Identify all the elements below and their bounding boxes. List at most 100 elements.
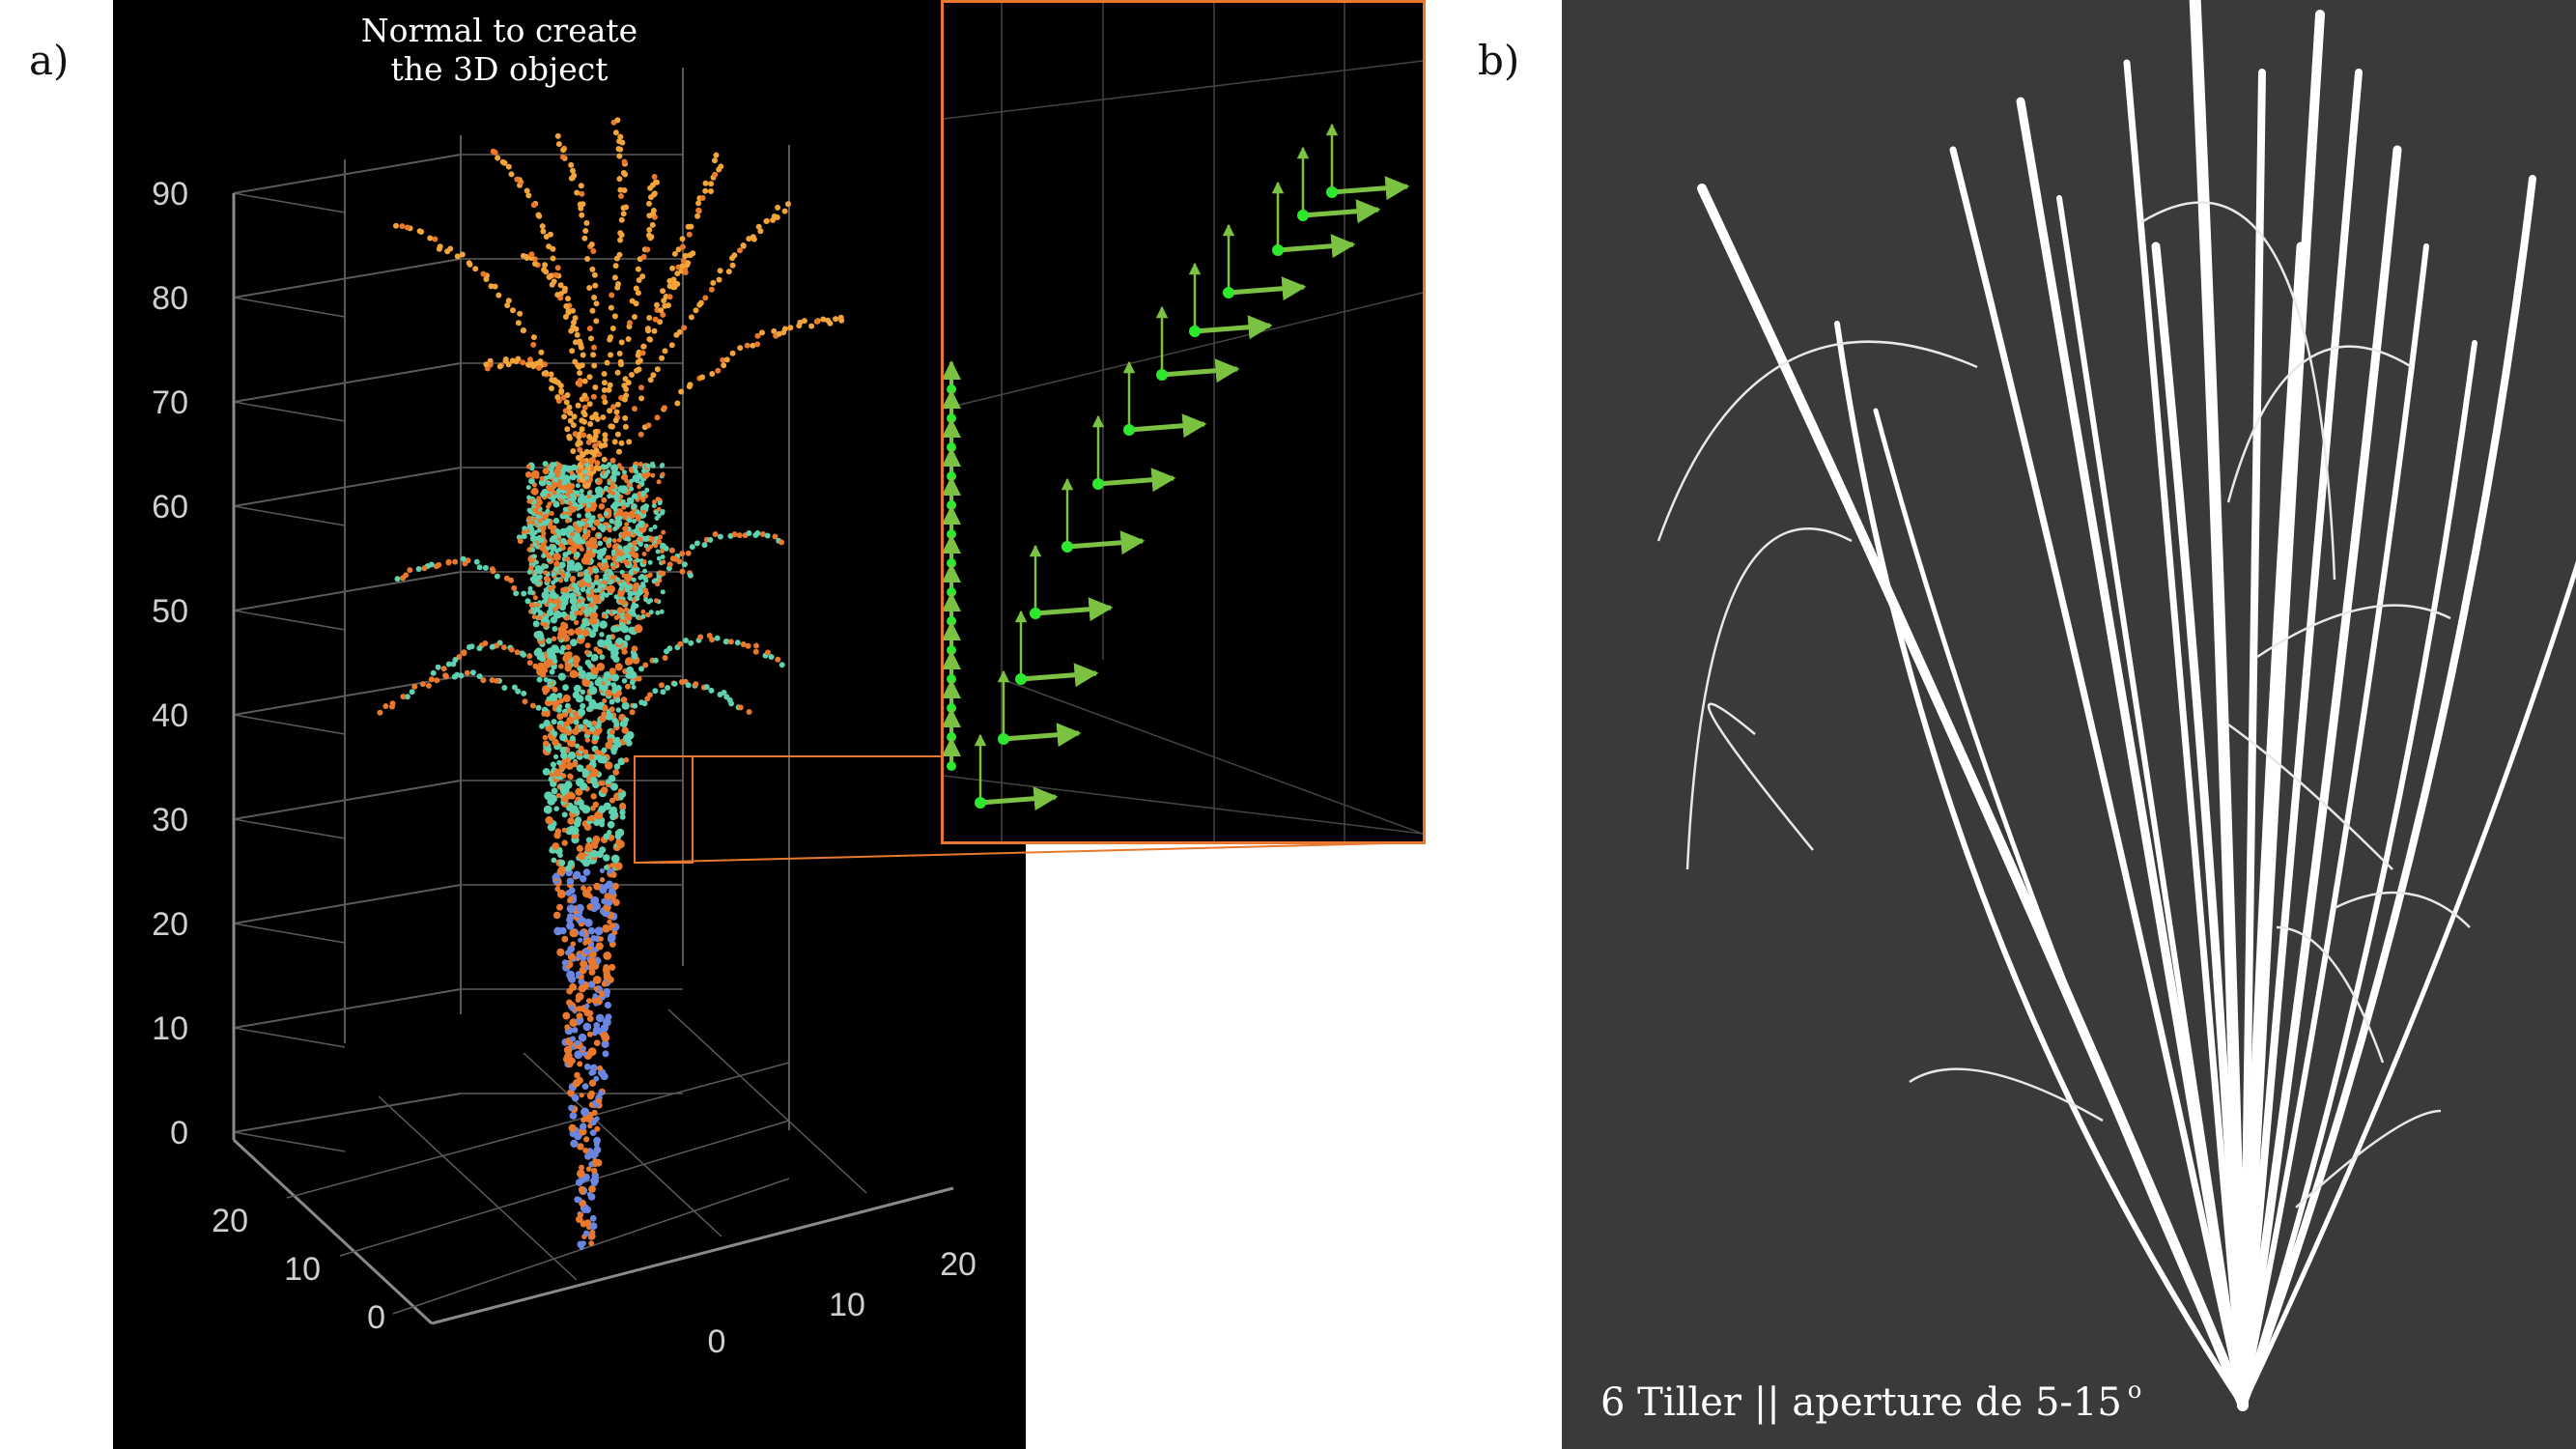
cloud-point: [601, 386, 608, 393]
cloud-point: [637, 520, 646, 528]
point-cloud-3d-plot: 90 80 70 60 50 40 30 20 10 0 20 10 0 0 10 20: [152, 68, 977, 1360]
cloud-point: [548, 486, 553, 492]
cloud-point: [554, 265, 561, 271]
cloud-point: [573, 870, 581, 879]
cloud-point: [577, 799, 584, 807]
cloud-point: [591, 505, 597, 511]
cloud-point: [657, 319, 664, 326]
cloud-point: [631, 540, 637, 547]
cloud-point: [586, 434, 593, 440]
cloud-point: [561, 811, 568, 818]
cloud-point: [536, 213, 543, 219]
cloud-point: [582, 228, 589, 234]
cloud-point: [623, 756, 630, 763]
cloud-point: [600, 582, 605, 588]
cloud-point: [646, 226, 653, 233]
cloud-point: [626, 666, 635, 674]
cloud-point: [554, 472, 560, 478]
cloud-point: [587, 421, 594, 427]
cloud-point: [595, 942, 604, 951]
cloud-point: [581, 772, 588, 779]
cloud-point: [628, 510, 637, 520]
cloud-point: [554, 528, 560, 534]
cloud-point: [679, 263, 686, 270]
cloud-point: [529, 589, 535, 595]
cloud-point: [612, 263, 619, 270]
cloud-point: [676, 328, 683, 335]
normal-arrow-horizontal: [1331, 176, 1410, 201]
cloud-point: [560, 470, 566, 476]
cloud-point: [543, 587, 549, 593]
cloud-point: [623, 717, 630, 724]
cloud-point: [480, 270, 487, 277]
leaf-blade: [2238, 242, 2306, 1410]
cloud-point: [627, 320, 633, 327]
cloud-point: [737, 345, 744, 352]
floor-axis-x: [431, 1186, 954, 1325]
cloud-point: [393, 222, 399, 229]
cloud-point: [708, 286, 715, 293]
cloud-point: [617, 757, 626, 766]
cloud-point: [584, 1117, 590, 1122]
cloud-point: [717, 268, 723, 274]
cloud-point: [604, 1001, 611, 1009]
cloud-point: [532, 541, 538, 547]
cloud-point: [607, 494, 612, 499]
cloud-point: [602, 399, 609, 406]
cloud-point: [559, 746, 567, 754]
cloud-point: [560, 545, 566, 551]
cloud-point: [609, 292, 615, 298]
cloud-point: [586, 401, 593, 408]
panel-a-caption: Normal to create the 3D object: [113, 12, 886, 89]
cloud-point: [546, 638, 552, 644]
cloud-point: [680, 257, 687, 264]
cloud-point: [603, 671, 611, 680]
cloud-point: [653, 510, 659, 516]
cloud-point: [502, 356, 509, 362]
cloud-point: [589, 1229, 595, 1236]
y-tick-label: 0: [367, 1299, 385, 1336]
cloud-point: [609, 728, 615, 735]
cloud-point: [556, 531, 562, 537]
cloud-point: [625, 380, 632, 386]
cloud-point: [566, 433, 573, 440]
x-tick-label: 20: [940, 1246, 977, 1283]
cloud-point: [581, 235, 588, 242]
cloud-point: [581, 392, 588, 399]
cloud-point: [594, 1125, 601, 1132]
cloud-point: [620, 205, 627, 212]
cloud-point: [585, 842, 592, 849]
cloud-point: [529, 526, 535, 532]
cloud-point: [503, 575, 510, 582]
cloud-point: [567, 417, 574, 424]
cloud-point: [731, 252, 738, 259]
cloud-point: [556, 724, 563, 730]
cloud-point: [586, 903, 593, 910]
cloud-point: [634, 546, 639, 552]
cloud-point: [578, 724, 584, 730]
cloud-point: [556, 948, 565, 956]
cloud-point: [596, 1097, 603, 1104]
cloud-point: [589, 688, 595, 695]
cloud-point: [634, 469, 638, 474]
cloud-point: [554, 292, 561, 298]
cloud-point: [675, 246, 682, 253]
cloud-point: [584, 611, 589, 616]
cloud-point: [430, 669, 437, 676]
cloud-point: [625, 336, 632, 342]
leaf-thin: [1909, 1067, 2104, 1122]
cloud-point: [551, 497, 556, 503]
cloud-point: [536, 582, 542, 586]
cloud-point: [655, 610, 661, 615]
cloud-point: [746, 709, 752, 715]
cloud-point: [658, 307, 665, 314]
cloud-point: [648, 598, 654, 604]
cloud-point: [571, 655, 580, 665]
cloud-point: [593, 1075, 600, 1082]
cloud-point: [619, 802, 627, 810]
cloud-point: [624, 522, 630, 527]
cloud-point: [641, 559, 647, 565]
cloud-point: [586, 815, 592, 822]
cloud-point: [586, 596, 593, 602]
cloud-point: [717, 533, 723, 540]
